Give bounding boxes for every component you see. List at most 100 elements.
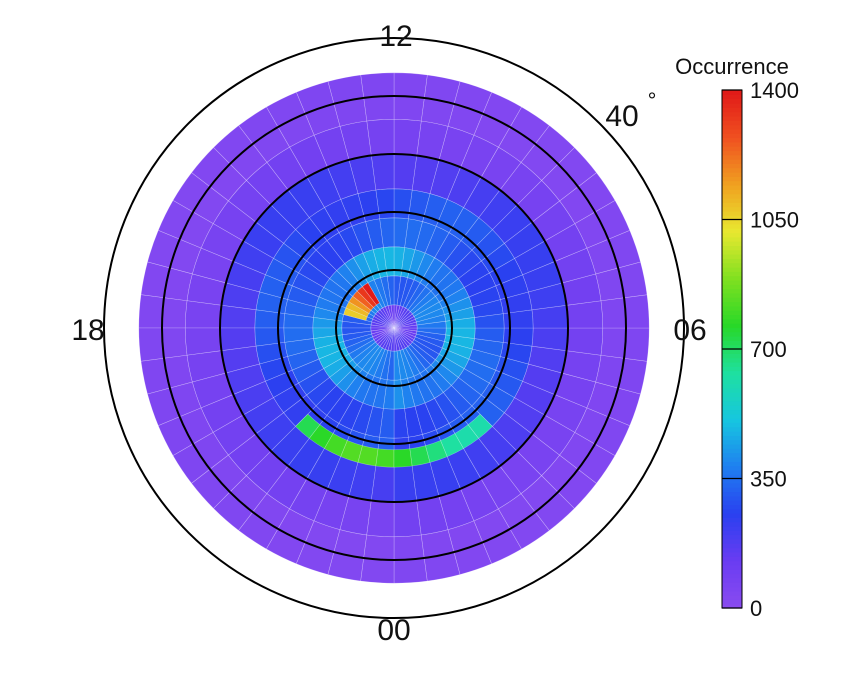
occurrence-cell [361, 282, 380, 306]
colorbar-swatch [722, 249, 742, 255]
colorbar-swatch [722, 258, 742, 264]
occurrence-cell [380, 275, 392, 306]
colorbar-swatch [722, 154, 742, 160]
colorbar-tick-label: 700 [750, 337, 787, 362]
colorbar-swatch [722, 318, 742, 324]
colorbar-swatch [722, 487, 742, 493]
colorbar-swatch [722, 396, 742, 402]
colorbar-swatch [722, 262, 742, 268]
colorbar-swatch [722, 517, 742, 523]
colorbar-swatch [722, 465, 742, 471]
colorbar-swatch [722, 599, 742, 605]
colorbar-swatch [722, 374, 742, 380]
mlt-label-06: 06 [673, 314, 706, 347]
occurrence-cell [396, 350, 408, 381]
colorbar-swatch [722, 413, 742, 419]
occurrence-cell [341, 327, 372, 336]
occurrence-cell [450, 249, 482, 279]
colorbar-swatch [722, 543, 742, 549]
colorbar-swatch [722, 435, 742, 441]
mlt-label-12: 12 [379, 20, 412, 53]
occurrence-cell [341, 330, 372, 342]
occurrence-cell [541, 454, 597, 509]
colorbar-swatch [722, 301, 742, 307]
colorbar-swatch [722, 521, 742, 527]
colorbar-swatch [722, 409, 742, 415]
occurrence-cell [405, 345, 427, 374]
occurrence-cell [365, 406, 384, 438]
colorbar-swatch [722, 534, 742, 540]
colorbar-swatch [722, 206, 742, 212]
colorbar-swatch [722, 176, 742, 182]
occurrence-heatmap [138, 72, 650, 584]
occurrence-band [184, 118, 604, 538]
colorbar-swatch [722, 387, 742, 393]
occurrence-cell [213, 475, 268, 531]
colorbar-swatch [722, 94, 742, 100]
occurrence-cell [416, 314, 447, 326]
occurrence-cell [213, 125, 268, 181]
occurrence-cell [184, 300, 222, 329]
colorbar-swatch [722, 336, 742, 341]
colorbar-swatch [722, 266, 742, 272]
colorbar-tick-label: 0 [750, 596, 762, 621]
colorbar-swatch [722, 383, 742, 389]
colorbar-swatch [722, 349, 742, 354]
colorbar-swatch [722, 314, 742, 320]
colorbar-swatch [722, 564, 742, 570]
colorbar-swatch [722, 159, 742, 164]
occurrence-band [341, 275, 447, 381]
latitude-ring [335, 269, 453, 387]
colorbar-swatch [722, 210, 742, 216]
colorbar-swatch [722, 482, 742, 488]
colorbar-swatch [722, 448, 742, 454]
colorbar-swatch [722, 180, 742, 186]
latitude-ring [219, 153, 569, 503]
colorbar-swatch [722, 128, 742, 134]
latitude-degree-sign: ° [648, 88, 657, 113]
occurrence-cell [393, 118, 422, 156]
colorbar-swatch [722, 504, 742, 510]
occurrence-cell [191, 147, 247, 202]
occurrence-cell [404, 218, 423, 250]
occurrence-cell [566, 327, 604, 356]
colorbar-swatch [722, 163, 742, 169]
colorbar-swatch [722, 538, 742, 544]
colorbar-swatch [722, 525, 742, 531]
colorbar-swatch [722, 469, 742, 475]
colorbar-swatch [722, 392, 742, 398]
colorbar-swatch [722, 254, 742, 259]
colorbar-swatch [722, 271, 742, 277]
colorbar-swatch [722, 431, 742, 436]
colorbar-swatch [722, 236, 742, 242]
colorbar-swatch [722, 223, 742, 229]
colorbar-swatch [722, 167, 742, 173]
colorbar-swatch [722, 172, 742, 177]
colorbar-swatch [722, 297, 742, 303]
colorbar-swatch [722, 603, 742, 609]
colorbar-swatch [722, 353, 742, 359]
colorbar-swatch [722, 98, 742, 104]
mlt-label-00: 00 [377, 614, 410, 647]
latitude-label-40: 40 [605, 100, 638, 133]
occurrence-cell [366, 500, 395, 538]
colorbar-swatch [722, 90, 742, 95]
occurrence-cell [393, 350, 402, 381]
colorbar-swatch [722, 279, 742, 285]
colorbar-swatch [722, 228, 742, 234]
colorbar-swatch [722, 310, 742, 316]
colorbar-swatch [722, 245, 742, 251]
colorbar-swatch [722, 495, 742, 501]
colorbar-swatch [722, 288, 742, 294]
occurrence-band [370, 304, 418, 352]
colorbar-swatch [722, 107, 742, 113]
colorbar-swatch [722, 513, 742, 518]
colorbar-swatch [722, 461, 742, 467]
occurrence-cell [386, 275, 395, 306]
colorbar-tick-label: 350 [750, 467, 787, 492]
colorbar-swatch [722, 569, 742, 575]
colorbar-swatch [722, 456, 742, 462]
colorbar-swatch [722, 582, 742, 588]
colorbar-swatch [722, 590, 742, 596]
colorbar-swatch [722, 124, 742, 130]
